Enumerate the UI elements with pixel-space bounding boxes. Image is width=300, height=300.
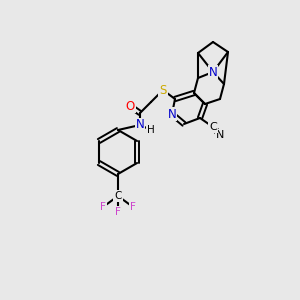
Text: C: C	[114, 191, 122, 201]
Text: N: N	[136, 118, 144, 131]
Text: N: N	[168, 107, 176, 121]
Text: F: F	[115, 207, 121, 217]
Text: F: F	[100, 202, 106, 212]
Text: H: H	[147, 125, 155, 135]
Text: O: O	[125, 100, 135, 112]
Text: N: N	[208, 65, 217, 79]
Text: F: F	[130, 202, 136, 212]
Text: N: N	[216, 130, 224, 140]
Text: S: S	[159, 83, 167, 97]
Text: C: C	[209, 122, 217, 132]
